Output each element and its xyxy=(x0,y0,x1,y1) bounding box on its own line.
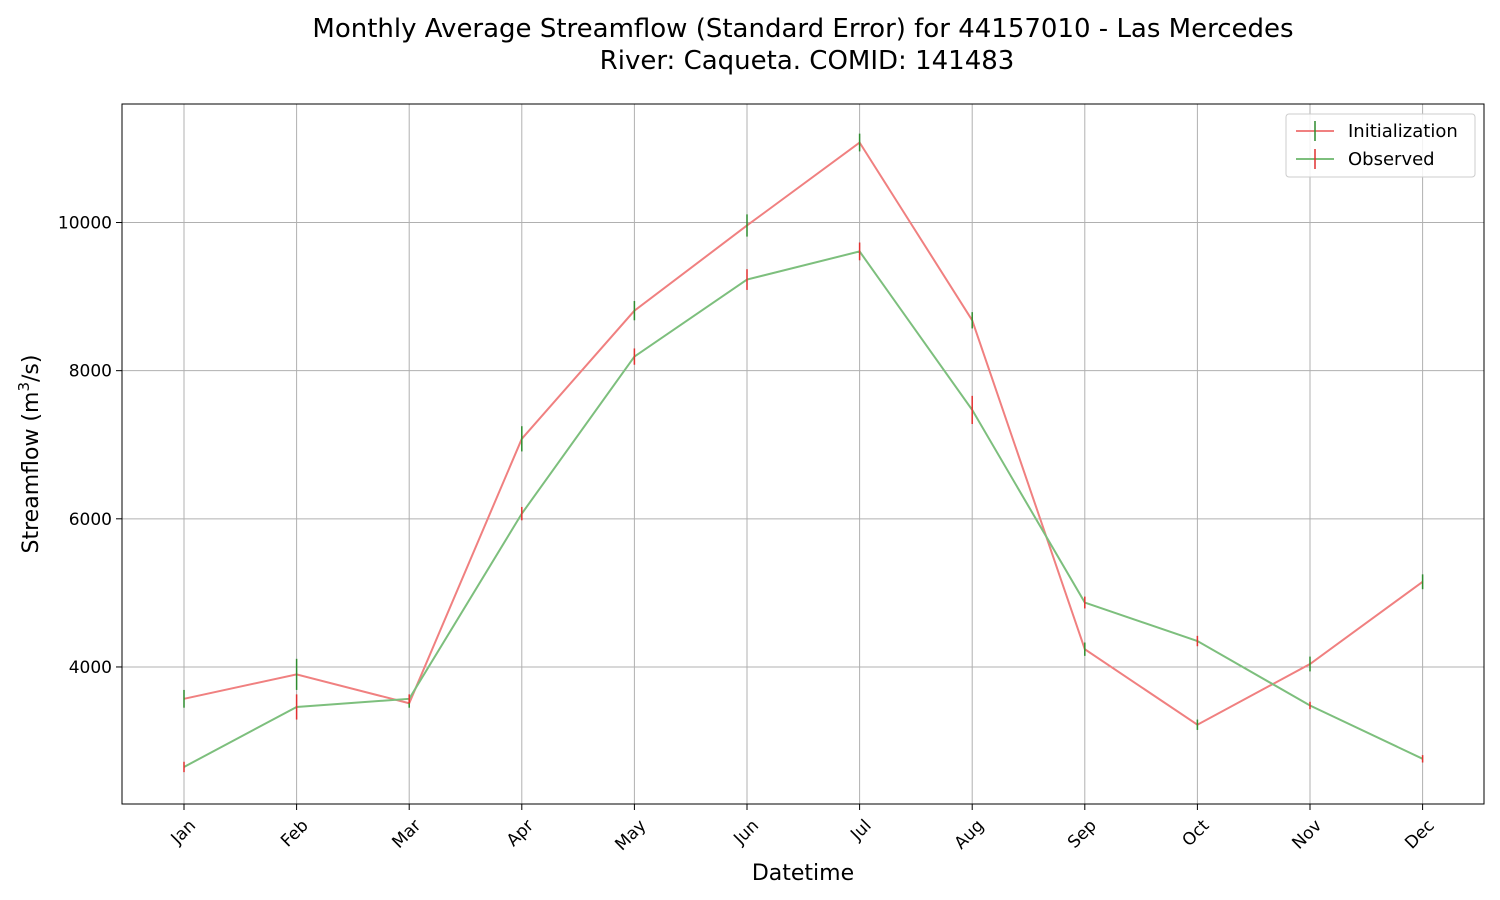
y-axis-label: Streamflow (m3/s) xyxy=(15,355,44,554)
chart-subtitle: River: Caqueta. COMID: 141483 xyxy=(600,46,1015,76)
grid-lines xyxy=(122,104,1484,804)
legend-item: Observed xyxy=(1296,149,1435,170)
y-tick-label: 4000 xyxy=(69,658,112,678)
y-tick-label: 6000 xyxy=(69,510,112,530)
series-line xyxy=(183,250,1424,768)
x-axis-ticks: Jan Feb Mar Apr May Jun Jul Aug Sep Oct Nov Dec xyxy=(167,804,1439,855)
x-tick-label: Dec xyxy=(1401,816,1438,853)
series-initialization xyxy=(183,133,1424,730)
series-observed xyxy=(183,242,1424,773)
x-tick-label: Mar xyxy=(388,816,425,853)
x-tick-label: Nov xyxy=(1288,816,1326,854)
x-tick-label: Feb xyxy=(277,816,312,851)
legend: Initialization Observed xyxy=(1285,113,1476,178)
x-axis-label: Datetime xyxy=(752,861,854,886)
x-tick-label: Apr xyxy=(503,816,538,851)
legend-label: Observed xyxy=(1348,149,1435,170)
x-tick-label: May xyxy=(611,816,650,855)
y-tick-label: 8000 xyxy=(69,362,112,382)
x-tick-label: Jun xyxy=(729,816,763,850)
x-tick-label: Jul xyxy=(846,816,875,845)
legend-box xyxy=(1285,113,1476,178)
chart-title: Monthly Average Streamflow (Standard Err… xyxy=(312,14,1293,44)
series-line xyxy=(183,141,1424,726)
y-axis-ticks: 4000 6000 8000 10000 xyxy=(58,214,122,678)
plot-frame xyxy=(121,103,1485,805)
series-layer xyxy=(183,133,1424,773)
x-tick-label: Oct xyxy=(1178,816,1213,851)
x-tick-label: Aug xyxy=(951,816,989,854)
x-tick-label: Sep xyxy=(1064,816,1101,853)
legend-item: Initialization xyxy=(1296,121,1458,142)
legend-label: Initialization xyxy=(1348,121,1458,142)
x-tick-label: Jan xyxy=(167,816,200,849)
y-tick-label: 10000 xyxy=(58,214,112,234)
